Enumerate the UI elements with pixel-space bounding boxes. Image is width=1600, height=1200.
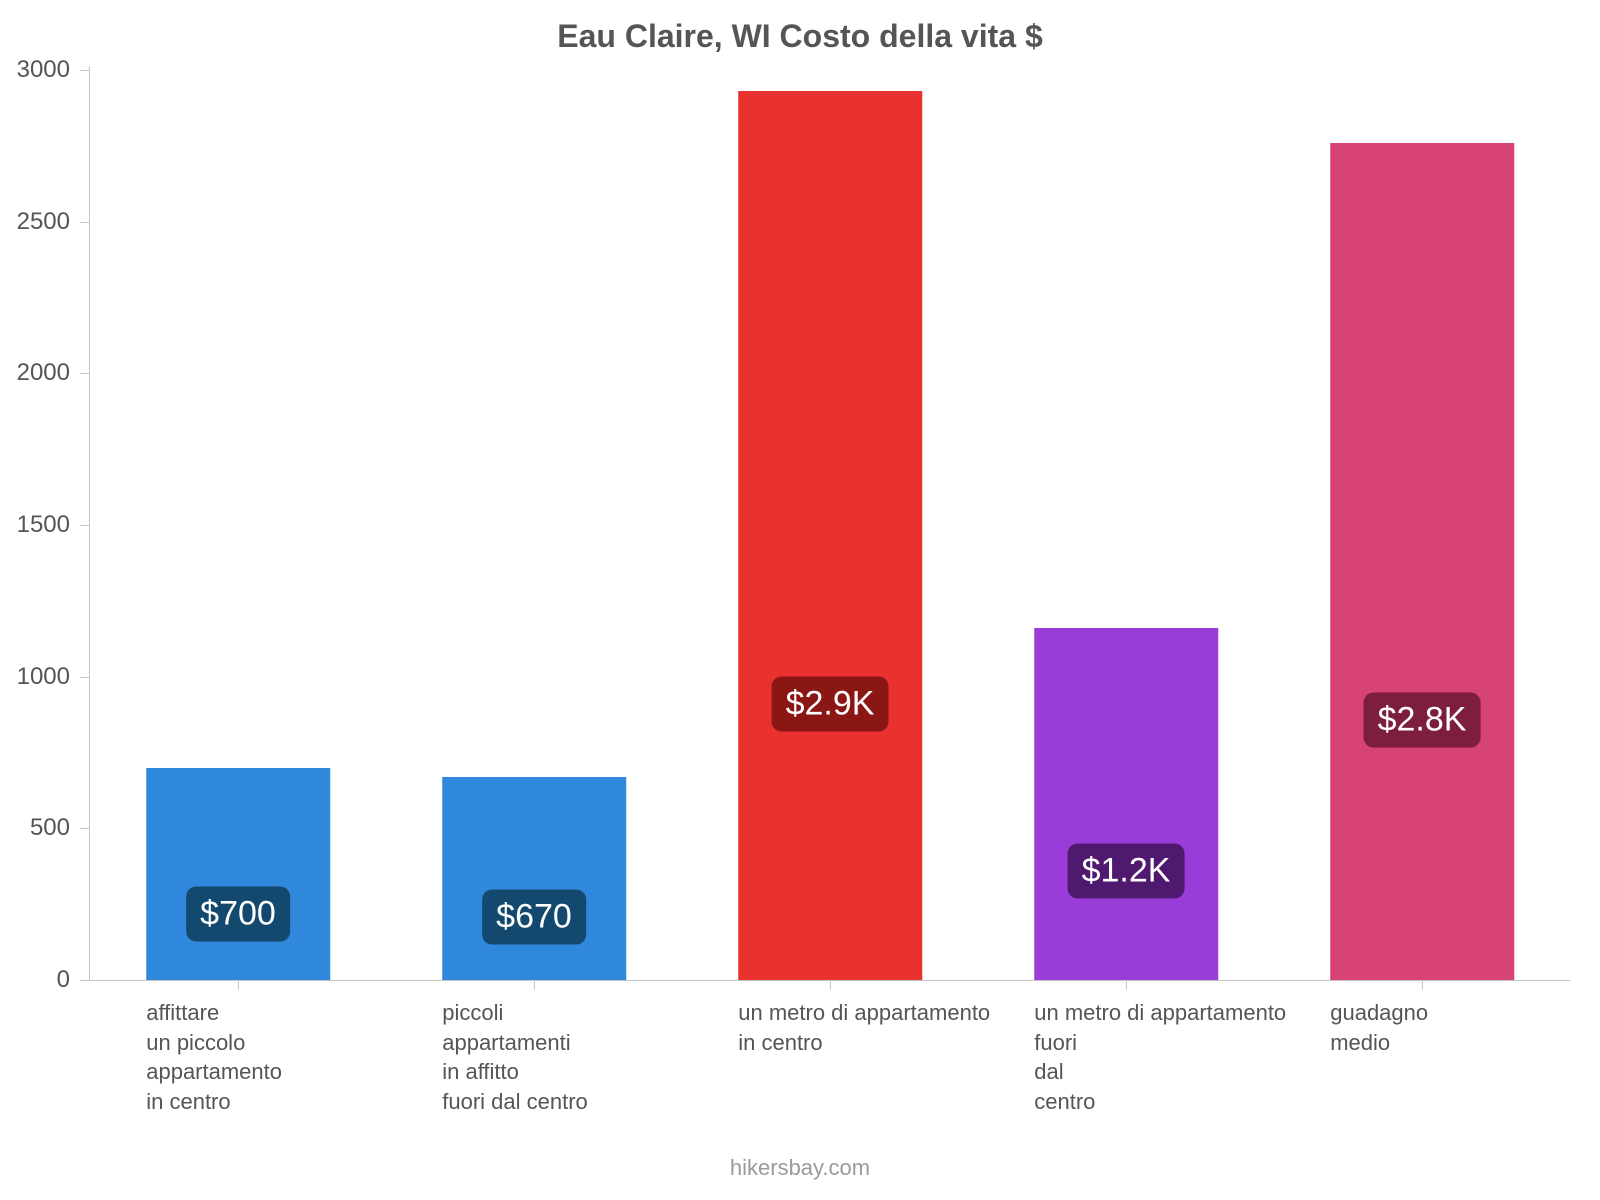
value-badge: $700 [186, 887, 290, 942]
bars-container: $700 $670 $2.9K $1.2K $2.8K [90, 70, 1570, 980]
y-axis-line [89, 66, 90, 980]
ytick-label: 1500 [0, 511, 70, 539]
xtick-label: affittare un piccolo appartamento in cen… [146, 998, 282, 1117]
value-badge: $1.2K [1068, 843, 1185, 898]
cost-of-living-chart: Eau Claire, WI Costo della vita $ 0 500 10… [0, 0, 1600, 1200]
value-badge: $670 [482, 890, 586, 945]
xtick-mark [1422, 980, 1423, 990]
bar [1034, 628, 1218, 980]
bar-slot: $2.8K [1274, 70, 1570, 980]
ytick-label: 0 [0, 966, 70, 994]
bar-slot: $670 [386, 70, 682, 980]
bar [146, 768, 330, 980]
ytick-label: 2500 [0, 208, 70, 236]
x-axis-line [86, 980, 1570, 981]
bar [738, 91, 922, 980]
bar [1330, 143, 1514, 980]
value-badge: $2.8K [1364, 693, 1481, 748]
chart-title: Eau Claire, WI Costo della vita $ [0, 18, 1600, 55]
xtick-mark [238, 980, 239, 990]
xtick-label: un metro di appartamento in centro [738, 998, 990, 1057]
chart-footer: hikersbay.com [0, 1155, 1600, 1181]
xtick-mark [830, 980, 831, 990]
bar-slot: $2.9K [682, 70, 978, 980]
xtick-label: guadagno medio [1330, 998, 1428, 1057]
ytick-label: 2000 [0, 359, 70, 387]
xtick-mark [1126, 980, 1127, 990]
ytick-label: 1000 [0, 663, 70, 691]
ytick-label: 3000 [0, 56, 70, 84]
value-badge: $2.9K [772, 677, 889, 732]
xtick-label: un metro di appartamento fuori dal centr… [1034, 998, 1286, 1117]
xtick-label: piccoli appartamenti in affitto fuori da… [442, 998, 588, 1117]
plot-area: 050010001500200025003000 $700$670$2.9K$1… [90, 70, 1570, 980]
bar-slot: $1.2K [978, 70, 1274, 980]
xtick-mark [534, 980, 535, 990]
bar-slot: $700 [90, 70, 386, 980]
bar [442, 777, 626, 980]
ytick-label: 500 [0, 814, 70, 842]
